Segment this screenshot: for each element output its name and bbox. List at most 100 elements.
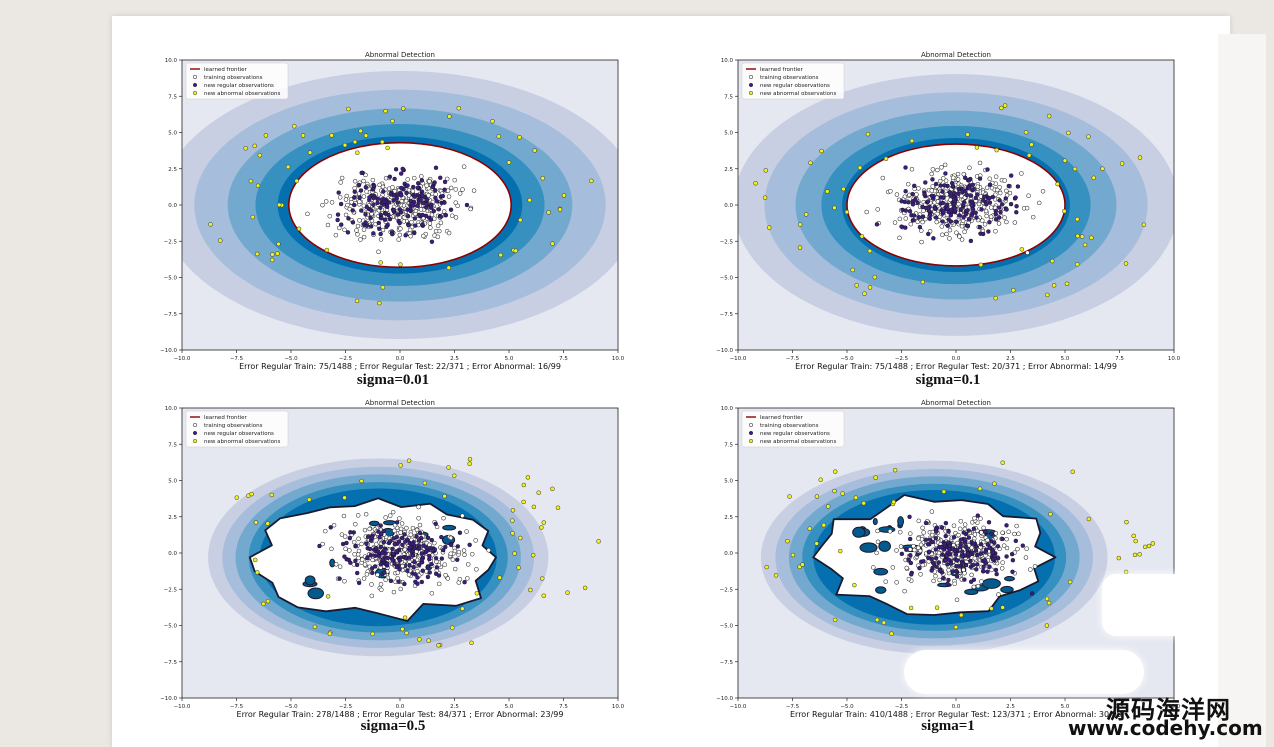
training-point — [931, 578, 936, 584]
regular-point — [926, 208, 932, 214]
training-point — [916, 518, 921, 524]
regular-point — [402, 581, 407, 587]
regular-point — [980, 231, 986, 237]
training-point — [405, 177, 410, 182]
abnormal-point — [255, 570, 260, 575]
regular-point — [405, 568, 410, 573]
abnormal-point — [872, 274, 878, 280]
training-point — [955, 177, 961, 182]
training-point — [1025, 250, 1030, 255]
abnormal-point — [762, 195, 768, 200]
training-point — [993, 531, 999, 536]
legend: learned frontier training observations new… — [741, 62, 845, 100]
regular-point — [899, 224, 904, 229]
training-point — [979, 530, 984, 535]
abnormal-point — [557, 207, 563, 212]
abnormal-point — [992, 481, 997, 486]
training-point — [944, 231, 949, 237]
regular-point — [899, 199, 904, 204]
abnormal-point — [764, 564, 769, 570]
regular-point — [915, 200, 920, 205]
abnormal-point — [294, 178, 299, 184]
training-point — [935, 167, 940, 173]
y-tick-label: −2.5 — [164, 587, 178, 593]
abnormal-point — [1072, 166, 1078, 172]
training-point — [351, 539, 357, 545]
regular-point — [432, 180, 437, 185]
regular-point — [923, 180, 928, 185]
regular-point — [443, 212, 448, 218]
abnormal-point — [539, 525, 544, 530]
training-point — [448, 185, 454, 191]
training-point — [1001, 543, 1007, 548]
training-point — [888, 189, 893, 194]
regular-point — [1020, 543, 1026, 548]
regular-point — [903, 189, 908, 194]
abnormal-point — [873, 475, 878, 480]
regular-point — [971, 187, 977, 192]
training-point — [979, 579, 984, 584]
training-point — [445, 576, 451, 581]
training-point — [325, 222, 331, 228]
abnormal-point — [516, 565, 521, 570]
training-point — [369, 582, 374, 587]
training-point — [343, 212, 349, 218]
regular-point — [977, 176, 983, 181]
regular-point — [990, 550, 995, 555]
regular-point — [987, 200, 993, 205]
regular-point — [369, 208, 374, 213]
regular-point — [932, 206, 938, 211]
abnormal-point — [252, 143, 257, 149]
legend-regular-swatch — [749, 83, 754, 88]
regular-point — [946, 557, 952, 562]
regular-point — [427, 570, 432, 575]
y-tick-label: −10.0 — [160, 696, 177, 702]
regular-point — [939, 545, 944, 550]
training-point — [907, 547, 913, 552]
regular-point — [874, 222, 880, 227]
regular-point — [372, 553, 378, 559]
abnormal-point — [844, 209, 850, 215]
regular-point — [908, 553, 913, 558]
regular-point — [925, 199, 931, 204]
abnormal-point — [561, 193, 567, 198]
regular-point — [963, 212, 969, 217]
training-point — [967, 165, 972, 170]
regular-point — [381, 189, 386, 194]
regular-point — [397, 558, 402, 563]
training-point — [453, 200, 458, 205]
glare-blotch — [1102, 574, 1214, 636]
regular-point — [378, 562, 384, 567]
regular-point — [464, 202, 470, 208]
training-point — [1019, 171, 1024, 176]
regular-point — [966, 528, 971, 533]
regular-point — [355, 570, 360, 576]
regular-point — [960, 549, 965, 554]
regular-point — [933, 547, 939, 552]
regular-point — [436, 207, 442, 212]
abnormal-point — [497, 575, 502, 580]
regular-point — [974, 567, 979, 572]
training-point — [349, 200, 354, 205]
legend-entry: learned frontier — [760, 67, 804, 73]
regular-point — [400, 542, 405, 548]
training-point — [378, 581, 384, 587]
training-point — [305, 211, 310, 217]
regular-point — [411, 564, 416, 570]
regular-point — [382, 548, 387, 553]
regular-point — [975, 513, 981, 518]
regular-point — [394, 520, 400, 525]
regular-point — [419, 557, 425, 562]
regular-point — [367, 195, 372, 200]
regular-point — [407, 555, 412, 560]
regular-point — [448, 207, 454, 212]
abnormal-point — [861, 500, 866, 506]
training-point — [387, 513, 393, 518]
regular-point — [414, 534, 419, 539]
training-point — [417, 522, 423, 528]
training-point — [474, 567, 479, 572]
training-point — [960, 218, 966, 224]
abnormal-point — [850, 267, 855, 273]
regular-point — [947, 543, 952, 549]
regular-point — [418, 197, 423, 202]
